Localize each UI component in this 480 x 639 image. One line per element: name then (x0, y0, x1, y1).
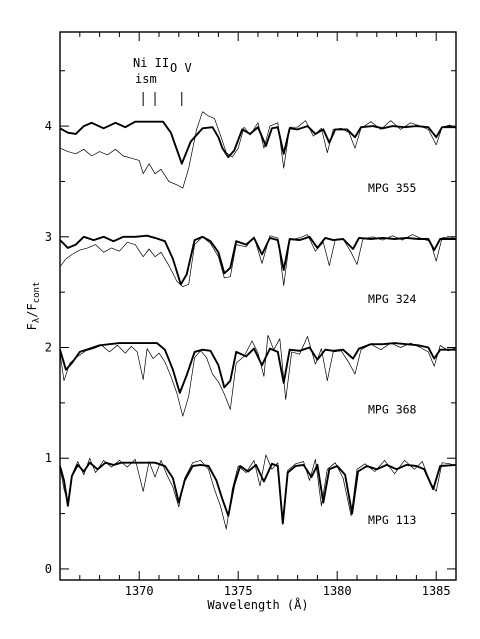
y-tick-label: 4 (45, 119, 52, 133)
spectra: MPG 355 MPG 324 MPG 368 MPG 113 (59, 111, 457, 530)
annotation-o-v: O V (170, 61, 192, 75)
y-tick-label: 2 (45, 341, 52, 355)
model-spectrum (59, 461, 457, 525)
y-tick-label: 0 (45, 562, 52, 576)
spectrum-label: MPG 324 (368, 292, 417, 306)
x-axis-title: Wavelength (Å) (207, 597, 308, 612)
tick-labels: 1370 1375 1380 1385 0 1 2 3 4 (45, 119, 451, 598)
model-spectrum (59, 342, 456, 394)
x-tick-label: 1385 (422, 584, 451, 598)
y-axis-title: Fλ/Fcont (25, 282, 42, 331)
plot-frame (59, 31, 457, 581)
spectrum-label: MPG 355 (368, 181, 416, 195)
spectrum-label: MPG 113 (368, 513, 417, 527)
annotation-ni-ii: Ni II (133, 56, 169, 70)
model-spectrum (59, 120, 456, 165)
x-tick-label: 1380 (323, 584, 352, 598)
tick-marks (59, 32, 457, 580)
observed-spectrum (59, 111, 457, 189)
annotation-ism: ism (135, 72, 157, 86)
x-tick-label: 1375 (224, 584, 253, 598)
line-identifications: Ni II O V ism (133, 56, 192, 106)
y-tick-label: 1 (45, 451, 52, 465)
spectrum-label: MPG 368 (368, 403, 417, 417)
observed-spectrum (59, 234, 457, 287)
y-tick-label: 3 (45, 230, 52, 244)
x-tick-label: 1370 (125, 584, 154, 598)
model-spectrum (59, 234, 456, 286)
